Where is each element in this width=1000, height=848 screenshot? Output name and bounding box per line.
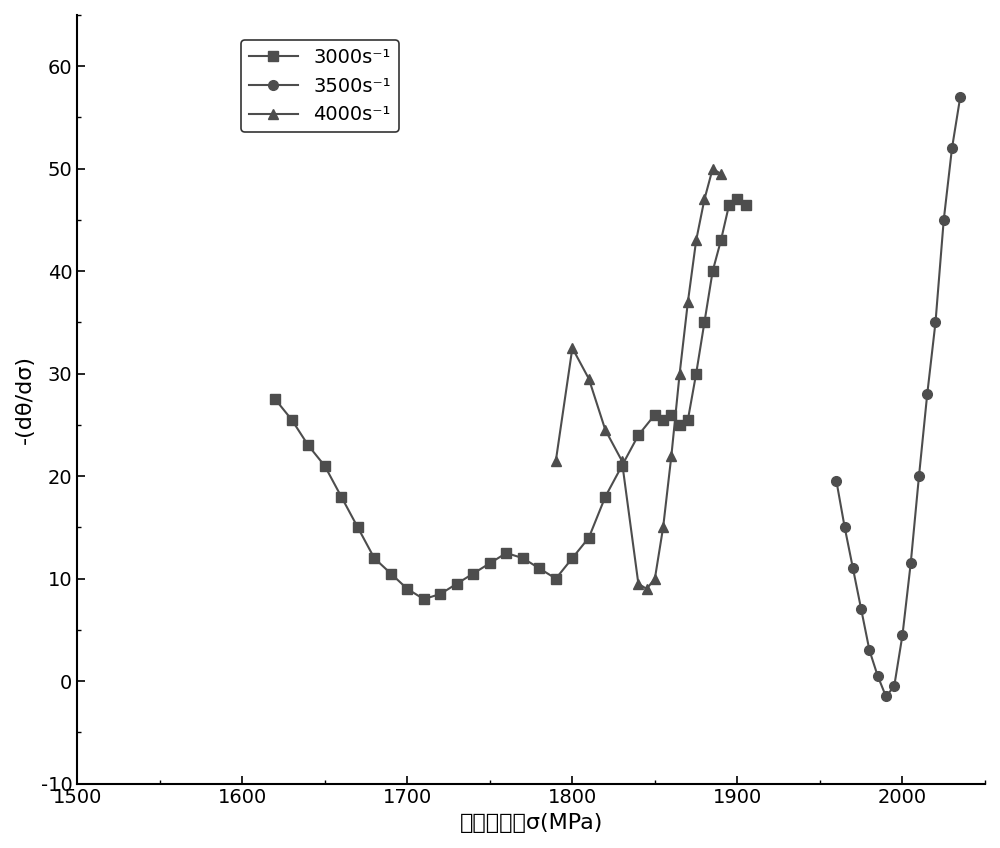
3000s⁻¹ — [715, 236, 727, 246]
3000s⁻¹ — [286, 415, 298, 425]
3000s⁻¹ — [533, 563, 545, 573]
3000s⁻¹ — [385, 568, 397, 578]
3500s⁻¹ — [888, 681, 900, 691]
4000s⁻¹ — [682, 297, 694, 307]
3000s⁻¹ — [352, 522, 364, 533]
3000s⁻¹ — [649, 410, 661, 420]
3000s⁻¹ — [583, 533, 595, 543]
3000s⁻¹ — [368, 553, 380, 563]
3000s⁻¹ — [269, 394, 281, 404]
4000s⁻¹ — [616, 455, 628, 466]
3000s⁻¹ — [500, 548, 512, 558]
3000s⁻¹ — [707, 266, 719, 276]
3000s⁻¹ — [302, 440, 314, 450]
X-axis label: 真实应力，σ(MPa): 真实应力，σ(MPa) — [459, 813, 603, 833]
3500s⁻¹ — [905, 558, 917, 568]
3500s⁻¹ — [863, 645, 875, 656]
Line: 4000s⁻¹: 4000s⁻¹ — [551, 164, 726, 594]
3500s⁻¹ — [830, 477, 842, 487]
4000s⁻¹ — [566, 343, 578, 353]
3000s⁻¹ — [319, 460, 331, 471]
3000s⁻¹ — [484, 558, 496, 568]
3000s⁻¹ — [682, 415, 694, 425]
4000s⁻¹ — [715, 169, 727, 179]
3000s⁻¹ — [599, 492, 611, 502]
4000s⁻¹ — [698, 194, 710, 204]
4000s⁻¹ — [649, 573, 661, 583]
3000s⁻¹ — [451, 578, 463, 589]
Line: 3500s⁻¹: 3500s⁻¹ — [832, 92, 965, 701]
3500s⁻¹ — [872, 671, 884, 681]
4000s⁻¹ — [707, 164, 719, 174]
3000s⁻¹ — [632, 430, 644, 440]
3500s⁻¹ — [896, 630, 908, 640]
3000s⁻¹ — [418, 594, 430, 605]
3000s⁻¹ — [731, 194, 743, 204]
4000s⁻¹ — [632, 578, 644, 589]
3500s⁻¹ — [913, 471, 925, 481]
3000s⁻¹ — [434, 589, 446, 599]
Legend: 3000s⁻¹, 3500s⁻¹, 4000s⁻¹: 3000s⁻¹, 3500s⁻¹, 4000s⁻¹ — [241, 40, 399, 132]
4000s⁻¹ — [665, 450, 677, 460]
3000s⁻¹ — [657, 415, 669, 425]
3000s⁻¹ — [517, 553, 529, 563]
3500s⁻¹ — [954, 92, 966, 102]
3500s⁻¹ — [921, 389, 933, 399]
4000s⁻¹ — [641, 583, 653, 594]
4000s⁻¹ — [690, 236, 702, 246]
3000s⁻¹ — [698, 317, 710, 327]
4000s⁻¹ — [657, 522, 669, 533]
3500s⁻¹ — [839, 522, 851, 533]
3500s⁻¹ — [938, 215, 950, 225]
4000s⁻¹ — [674, 369, 686, 379]
4000s⁻¹ — [550, 455, 562, 466]
3000s⁻¹ — [467, 568, 479, 578]
4000s⁻¹ — [599, 425, 611, 435]
Y-axis label: -(dθ/dσ): -(dθ/dσ) — [15, 354, 35, 444]
3000s⁻¹ — [740, 199, 752, 209]
3000s⁻¹ — [690, 369, 702, 379]
3000s⁻¹ — [616, 460, 628, 471]
3500s⁻¹ — [855, 605, 867, 615]
4000s⁻¹ — [583, 374, 595, 384]
3000s⁻¹ — [566, 553, 578, 563]
3500s⁻¹ — [946, 143, 958, 153]
3000s⁻¹ — [674, 420, 686, 430]
3000s⁻¹ — [401, 583, 413, 594]
3500s⁻¹ — [880, 691, 892, 701]
3000s⁻¹ — [335, 492, 347, 502]
3000s⁻¹ — [723, 199, 735, 209]
Line: 3000s⁻¹: 3000s⁻¹ — [270, 194, 751, 604]
3000s⁻¹ — [550, 573, 562, 583]
3500s⁻¹ — [847, 563, 859, 573]
3000s⁻¹ — [665, 410, 677, 420]
3500s⁻¹ — [929, 317, 941, 327]
